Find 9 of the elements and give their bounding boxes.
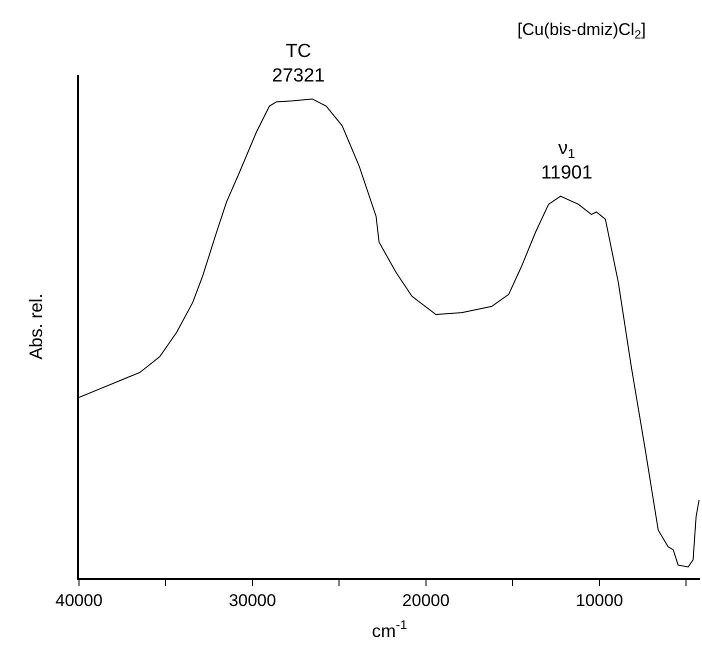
annotation: ν$_{1}$ 11901 <box>541 138 592 184</box>
x-tick-label: 40000 <box>55 591 103 610</box>
x-tick-label: 20000 <box>402 591 450 610</box>
x-tick-label: 10000 <box>576 591 624 610</box>
x-tick-label: 30000 <box>228 591 276 610</box>
annotation: TC 27321 <box>272 41 325 87</box>
chart-title: [Cu(bis-dmiz)Cl$_{2}$] <box>517 20 646 42</box>
y-axis-title: Abs. rel. <box>26 293 46 360</box>
x-axis-title: cm$^{-1}$ <box>372 618 408 641</box>
